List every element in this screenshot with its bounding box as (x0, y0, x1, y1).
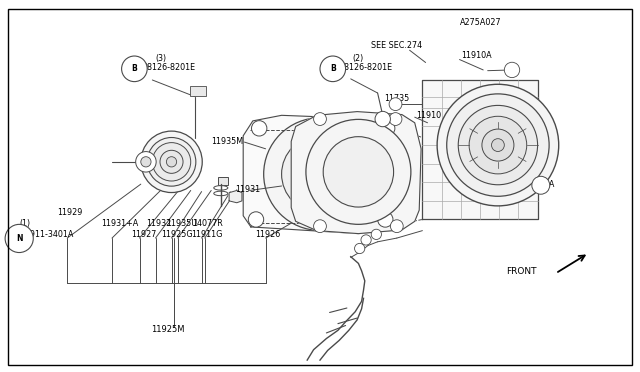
Circle shape (136, 151, 156, 172)
Circle shape (437, 84, 559, 206)
Text: 11929: 11929 (58, 208, 83, 217)
Circle shape (248, 212, 264, 227)
Circle shape (152, 142, 191, 181)
Text: 11932: 11932 (146, 219, 171, 228)
Circle shape (306, 119, 411, 224)
Bar (190, 86, 206, 96)
Text: N08911-3401A: N08911-3401A (14, 230, 74, 239)
Text: FRONT: FRONT (506, 267, 536, 276)
Text: 11910A: 11910A (461, 51, 492, 60)
Circle shape (371, 229, 381, 240)
Circle shape (122, 56, 147, 81)
Circle shape (390, 220, 403, 232)
Polygon shape (291, 112, 421, 234)
Circle shape (5, 224, 33, 253)
Circle shape (264, 118, 376, 230)
Text: 11926: 11926 (255, 230, 280, 239)
Text: N: N (16, 234, 22, 243)
Text: 11735: 11735 (384, 94, 409, 103)
Circle shape (361, 235, 371, 245)
Circle shape (380, 121, 395, 136)
Text: 11925M: 11925M (151, 325, 184, 334)
Text: 14077R: 14077R (192, 219, 223, 228)
Circle shape (141, 157, 151, 167)
Circle shape (375, 111, 390, 127)
Circle shape (296, 150, 344, 198)
Circle shape (160, 150, 183, 173)
Circle shape (314, 113, 326, 125)
Ellipse shape (214, 191, 228, 196)
Circle shape (492, 139, 504, 151)
Circle shape (378, 212, 393, 227)
Text: 11927: 11927 (131, 230, 157, 239)
Text: 11910: 11910 (416, 111, 441, 120)
Text: 08126-8201E: 08126-8201E (142, 63, 195, 72)
Circle shape (504, 62, 520, 78)
Text: (2): (2) (352, 54, 364, 63)
Circle shape (320, 56, 346, 81)
Text: 11935U: 11935U (166, 219, 197, 228)
Ellipse shape (214, 186, 228, 190)
Circle shape (447, 94, 549, 196)
Text: 08126-8201E: 08126-8201E (339, 63, 392, 72)
Circle shape (389, 113, 402, 125)
Text: (1): (1) (19, 219, 30, 228)
Circle shape (314, 220, 326, 232)
Polygon shape (229, 190, 242, 203)
Circle shape (323, 137, 394, 207)
Circle shape (532, 176, 550, 194)
Circle shape (252, 121, 267, 136)
Polygon shape (422, 80, 538, 219)
Text: 11931: 11931 (236, 185, 260, 194)
Circle shape (482, 129, 514, 161)
Text: (3): (3) (155, 54, 166, 63)
Text: SEE SEC.274: SEE SEC.274 (371, 41, 422, 50)
Circle shape (389, 98, 402, 110)
Text: 11925G: 11925G (161, 230, 193, 239)
Text: 11935M: 11935M (211, 137, 243, 146)
Bar (218, 177, 228, 185)
Text: A275A027: A275A027 (460, 18, 501, 27)
Text: B: B (330, 64, 335, 73)
Text: 11931+A: 11931+A (101, 219, 138, 228)
Polygon shape (243, 115, 397, 234)
Circle shape (166, 157, 177, 167)
Text: 11911G: 11911G (191, 230, 222, 239)
Circle shape (141, 131, 202, 193)
Circle shape (469, 116, 527, 174)
Circle shape (147, 138, 196, 186)
Circle shape (355, 243, 365, 254)
Text: 11910AA: 11910AA (518, 180, 555, 189)
Circle shape (282, 136, 358, 212)
Circle shape (458, 105, 538, 185)
Text: B: B (132, 64, 137, 73)
